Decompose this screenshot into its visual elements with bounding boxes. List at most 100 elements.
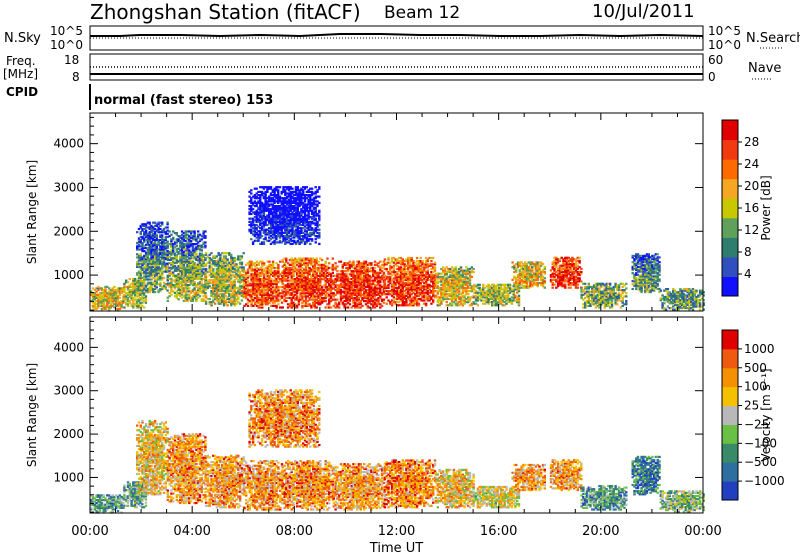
power-cell (177, 298, 180, 301)
power-cell (141, 245, 144, 248)
power-cell (162, 250, 166, 253)
power-cell (150, 256, 153, 259)
power-cell (186, 263, 189, 266)
power-cell (385, 302, 388, 305)
power-cell (266, 279, 269, 282)
power-cell (240, 291, 244, 294)
power-cell (230, 255, 233, 258)
power-cell (193, 276, 196, 279)
power-cell (148, 265, 151, 268)
power-cell (304, 295, 308, 298)
power-cell (366, 301, 369, 304)
power-cell (246, 262, 250, 265)
power-cell (168, 277, 171, 280)
power-cell (246, 298, 250, 301)
power-cell (224, 272, 227, 275)
power-cell (177, 238, 180, 241)
power-cell (198, 285, 202, 288)
power-cell (339, 282, 343, 285)
power-cell (184, 299, 187, 302)
power-cell (139, 262, 142, 265)
power-cell (275, 284, 278, 287)
power-cell (273, 290, 276, 293)
power-cell (259, 292, 262, 295)
power-cell (350, 282, 353, 285)
power-cell (198, 260, 202, 263)
power-cell (271, 265, 275, 268)
power-cell (150, 283, 153, 286)
power-cell (231, 301, 235, 304)
power-cell (355, 289, 359, 292)
power-cell (161, 248, 164, 251)
nave-tick-top: 60 (708, 53, 724, 67)
power-cell (366, 274, 369, 277)
power-cell (235, 299, 238, 302)
power-cell (195, 299, 198, 302)
power-cell (197, 293, 200, 296)
power-cell (303, 278, 306, 281)
power-cell (240, 267, 244, 271)
power-cell (346, 282, 350, 285)
power-cell (245, 278, 248, 281)
power-cell (215, 293, 219, 296)
power-cell (366, 296, 369, 300)
power-cell (221, 272, 224, 275)
power-cell (319, 298, 322, 301)
power-cell (200, 254, 203, 257)
power-cell (188, 277, 191, 280)
power-cell (175, 261, 178, 265)
power-cell (188, 279, 191, 282)
power-cell (279, 295, 282, 298)
power-cell (329, 285, 333, 289)
power-cell (157, 227, 160, 231)
power-cell (186, 298, 189, 301)
power-cell (200, 285, 203, 288)
power-cell (231, 267, 235, 271)
power-cell (255, 292, 259, 295)
power-cell (204, 277, 208, 280)
power-cell (308, 289, 311, 292)
power-cell (193, 255, 196, 258)
power-cell (152, 253, 155, 256)
power-cell (157, 256, 160, 259)
power-cell (107, 300, 111, 303)
power-cell (264, 296, 268, 300)
power-cell (368, 270, 371, 273)
power-cell (364, 274, 368, 277)
power-cell (109, 288, 113, 292)
power-cell (143, 284, 146, 287)
power-cell (208, 297, 211, 301)
power-cell (198, 280, 202, 284)
power-cell (184, 261, 187, 265)
power-cell (102, 292, 105, 295)
power-cell (375, 263, 378, 266)
power-cell (235, 275, 238, 278)
power-cell (306, 271, 309, 274)
power-cell (170, 280, 173, 284)
power-cell (152, 276, 155, 279)
power-cell (312, 273, 315, 276)
power-cell (228, 299, 231, 302)
power-cell (352, 289, 355, 292)
power-cell (170, 285, 173, 288)
power-cell (109, 298, 113, 301)
power-cell (109, 304, 113, 307)
power-cell (320, 292, 324, 295)
power-cell (153, 278, 157, 281)
power-cell (150, 272, 153, 275)
power-cell (148, 272, 151, 275)
power-cell (198, 249, 202, 252)
power-cell (221, 271, 224, 274)
power-cell (277, 290, 280, 293)
power-cell (106, 298, 109, 301)
power-cell (257, 285, 260, 289)
power-cell (157, 243, 160, 246)
power-cell (152, 254, 155, 257)
power-cell (303, 289, 306, 292)
power-cell (240, 299, 244, 302)
power-cell (226, 288, 229, 291)
power-cell (179, 236, 182, 239)
power-cell (186, 236, 189, 239)
power-cell (230, 302, 233, 305)
power-cell (97, 301, 100, 304)
